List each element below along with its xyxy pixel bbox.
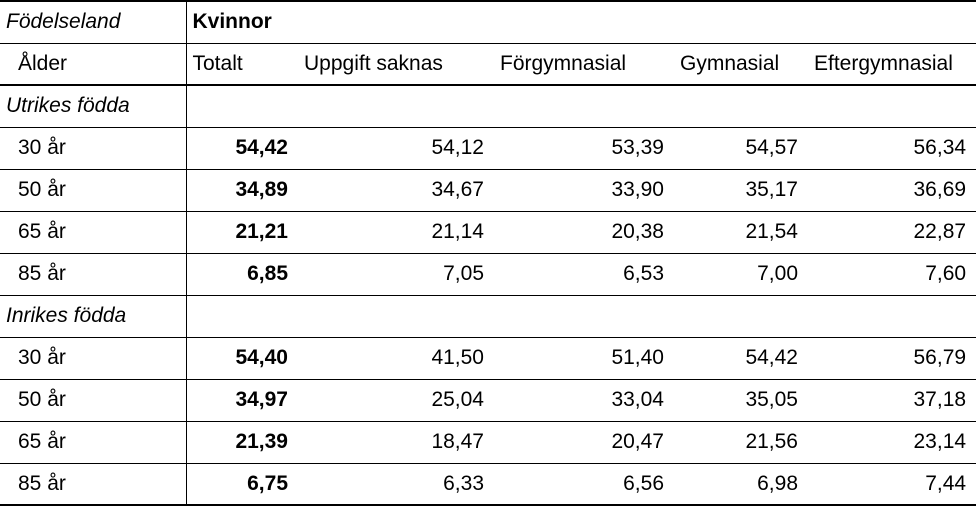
value-totalt: 21,21 (186, 211, 298, 253)
header-group-kvinnor: Kvinnor (186, 1, 976, 43)
table-row: 65 år 21,21 21,14 20,38 21,54 22,87 (0, 211, 976, 253)
header-row-top: Födelseland Kvinnor (0, 1, 976, 43)
header-col-totalt: Totalt (186, 43, 298, 85)
value-cell: 20,47 (494, 421, 674, 463)
value-cell: 21,54 (674, 211, 808, 253)
value-cell: 33,04 (494, 379, 674, 421)
value-cell: 25,04 (298, 379, 494, 421)
section-label: Inrikes födda (0, 295, 186, 337)
header-col-gymnasial: Gymnasial (674, 43, 808, 85)
value-cell: 20,38 (494, 211, 674, 253)
value-totalt: 34,97 (186, 379, 298, 421)
empty-cell (298, 295, 494, 337)
table-body: Utrikes födda 30 år 54,42 54,12 53,39 54… (0, 85, 976, 505)
age-cell: 85 år (0, 463, 186, 505)
header-alder: Ålder (0, 43, 186, 85)
value-cell: 23,14 (808, 421, 976, 463)
empty-cell (298, 85, 494, 127)
age-cell: 30 år (0, 127, 186, 169)
value-cell: 56,34 (808, 127, 976, 169)
empty-cell (186, 295, 298, 337)
age-cell: 85 år (0, 253, 186, 295)
header-col-forgymnasial: Förgymnasial (494, 43, 674, 85)
header-col-eftergymnasial: Eftergymnasial (808, 43, 976, 85)
value-cell: 51,40 (494, 337, 674, 379)
empty-cell (674, 295, 808, 337)
section-row: Utrikes födda (0, 85, 976, 127)
value-cell: 7,60 (808, 253, 976, 295)
section-label: Utrikes födda (0, 85, 186, 127)
value-cell: 53,39 (494, 127, 674, 169)
value-cell: 6,98 (674, 463, 808, 505)
age-cell: 50 år (0, 379, 186, 421)
value-cell: 54,12 (298, 127, 494, 169)
empty-cell (674, 85, 808, 127)
table-row: 65 år 21,39 18,47 20,47 21,56 23,14 (0, 421, 976, 463)
value-cell: 7,44 (808, 463, 976, 505)
value-totalt: 21,39 (186, 421, 298, 463)
header-fodelseland: Födelseland (0, 1, 186, 43)
table-row: 85 år 6,75 6,33 6,56 6,98 7,44 (0, 463, 976, 505)
table-row: 30 år 54,42 54,12 53,39 54,57 56,34 (0, 127, 976, 169)
life-expectancy-table: Födelseland Kvinnor Ålder Totalt Uppgift… (0, 0, 976, 506)
table-row: 85 år 6,85 7,05 6,53 7,00 7,60 (0, 253, 976, 295)
header-row-sub: Ålder Totalt Uppgift saknas Förgymnasial… (0, 43, 976, 85)
value-cell: 6,33 (298, 463, 494, 505)
table-row: 50 år 34,97 25,04 33,04 35,05 37,18 (0, 379, 976, 421)
table-row: 50 år 34,89 34,67 33,90 35,17 36,69 (0, 169, 976, 211)
empty-cell (494, 85, 674, 127)
value-cell: 7,05 (298, 253, 494, 295)
value-totalt: 6,75 (186, 463, 298, 505)
empty-cell (494, 295, 674, 337)
age-cell: 50 år (0, 169, 186, 211)
table-header: Födelseland Kvinnor Ålder Totalt Uppgift… (0, 1, 976, 85)
header-col-uppgift-saknas: Uppgift saknas (298, 43, 494, 85)
value-cell: 21,14 (298, 211, 494, 253)
age-cell: 65 år (0, 421, 186, 463)
value-cell: 7,00 (674, 253, 808, 295)
section-row: Inrikes födda (0, 295, 976, 337)
value-cell: 34,67 (298, 169, 494, 211)
value-totalt: 34,89 (186, 169, 298, 211)
value-cell: 54,57 (674, 127, 808, 169)
value-cell: 22,87 (808, 211, 976, 253)
empty-cell (186, 85, 298, 127)
age-cell: 30 år (0, 337, 186, 379)
value-cell: 36,69 (808, 169, 976, 211)
value-totalt: 54,42 (186, 127, 298, 169)
value-cell: 33,90 (494, 169, 674, 211)
value-cell: 56,79 (808, 337, 976, 379)
value-cell: 6,56 (494, 463, 674, 505)
age-cell: 65 år (0, 211, 186, 253)
value-totalt: 54,40 (186, 337, 298, 379)
table-row: 30 år 54,40 41,50 51,40 54,42 56,79 (0, 337, 976, 379)
value-cell: 6,53 (494, 253, 674, 295)
empty-cell (808, 85, 976, 127)
value-cell: 35,05 (674, 379, 808, 421)
value-cell: 18,47 (298, 421, 494, 463)
value-cell: 35,17 (674, 169, 808, 211)
value-cell: 37,18 (808, 379, 976, 421)
value-cell: 21,56 (674, 421, 808, 463)
value-totalt: 6,85 (186, 253, 298, 295)
value-cell: 41,50 (298, 337, 494, 379)
empty-cell (808, 295, 976, 337)
value-cell: 54,42 (674, 337, 808, 379)
